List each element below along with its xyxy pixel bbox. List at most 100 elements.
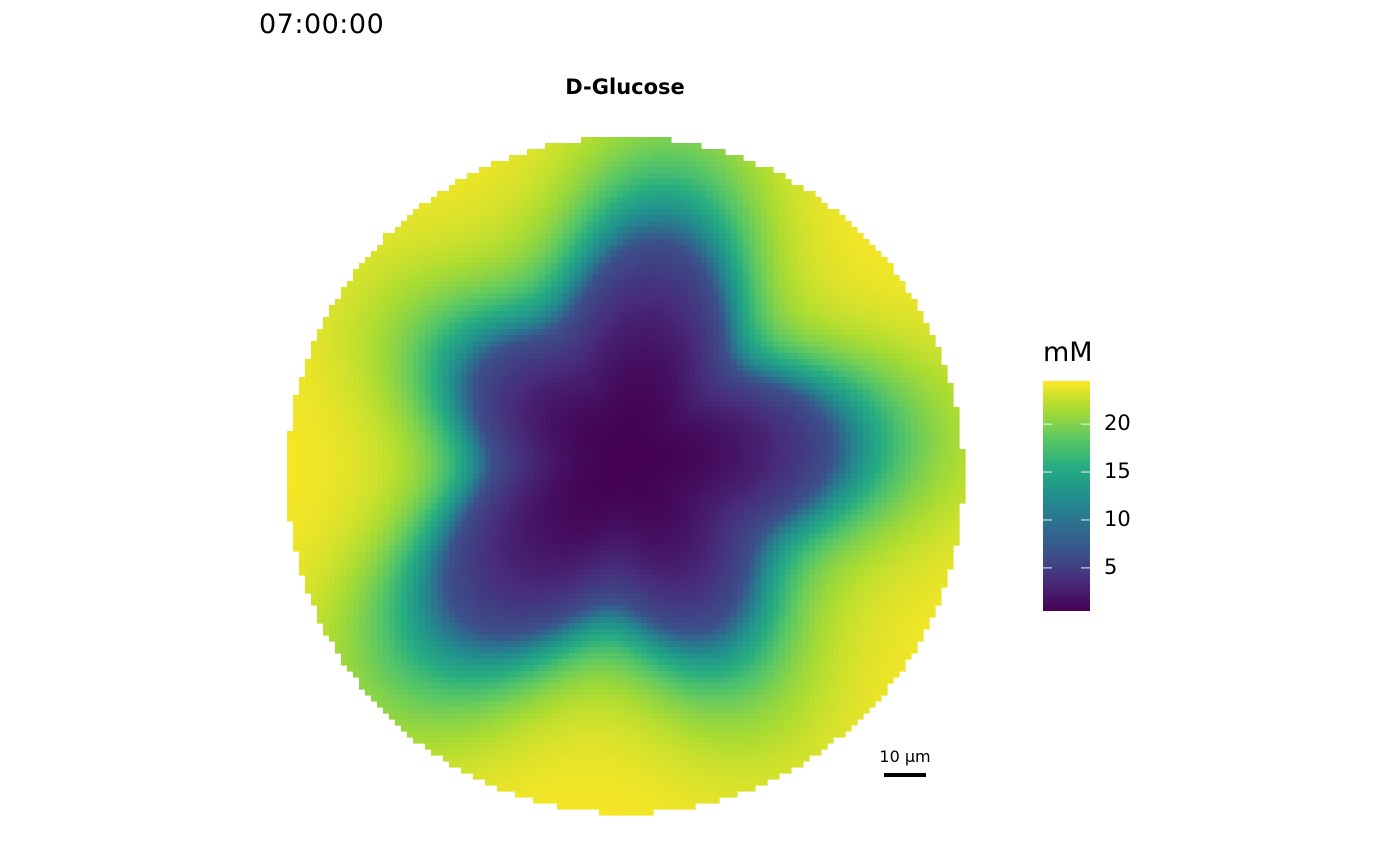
heatmap-cell [503,359,510,366]
heatmap-cell [347,389,354,396]
heatmap-cell [431,227,438,234]
heatmap-cell [587,251,594,258]
heatmap-cell [695,293,702,300]
heatmap-cell [749,215,756,222]
heatmap-cell [581,383,588,390]
heatmap-cell [557,371,564,378]
heatmap-cell [449,275,456,282]
heatmap-cell [617,449,624,456]
heatmap-cell [503,203,510,210]
heatmap-cell [719,191,726,198]
heatmap-cell [767,233,774,240]
heatmap-cell [341,347,348,354]
heatmap-cell [665,455,672,462]
heatmap-cell [593,431,600,438]
heatmap-cell [473,431,480,438]
heatmap-cell [623,281,630,288]
heatmap-cell [605,215,612,222]
heatmap-cell [455,251,462,258]
heatmap-cell [551,347,558,354]
heatmap-cell [827,227,834,234]
heatmap-cell [839,335,846,342]
heatmap-cell [455,443,462,450]
heatmap-cell [437,383,444,390]
heatmap-cell [521,449,528,456]
heatmap-cell [599,143,606,150]
heatmap-cell [719,257,726,264]
heatmap-cell [449,251,456,258]
heatmap-cell [701,185,708,192]
heatmap-cell [527,461,534,468]
heatmap-cell [773,419,780,426]
heatmap-cell [743,377,750,384]
heatmap-cell [887,287,894,294]
heatmap-cell [599,203,606,210]
heatmap-cell [611,299,618,306]
heatmap-cell [929,353,936,360]
heatmap-cell [311,401,318,408]
heatmap-cell [485,329,492,336]
heatmap-cell [347,443,354,450]
heatmap-cell [671,299,678,306]
heatmap-cell [797,293,804,300]
heatmap-cell [581,209,588,216]
heatmap-cell [533,449,540,456]
heatmap-cell [725,437,732,444]
heatmap-cell [761,341,768,348]
heatmap-cell [407,449,414,456]
heatmap-cell [839,215,846,222]
heatmap-cell [659,311,666,318]
heatmap-cell [473,473,480,480]
heatmap-cell [401,311,408,318]
heatmap-cell [779,371,786,378]
heatmap-cell [605,281,612,288]
heatmap-cell [935,347,942,354]
heatmap-cell [371,473,378,480]
heatmap-cell [347,431,354,438]
heatmap-cell [425,473,432,480]
heatmap-cell [623,161,630,168]
heatmap-cell [593,167,600,174]
heatmap-cell [773,305,780,312]
heatmap-cell [839,287,846,294]
heatmap-cell [587,467,594,474]
heatmap-cell [815,239,822,246]
heatmap-cell [773,287,780,294]
heatmap-cell [737,419,744,426]
heatmap-cell [893,383,900,390]
heatmap-cell [353,437,360,444]
heatmap-cell [395,323,402,330]
heatmap-cell [437,281,444,288]
heatmap-cell [863,407,870,414]
heatmap-cell [941,443,948,450]
heatmap-cell [851,281,858,288]
heatmap-cell [851,335,858,342]
heatmap-cell [533,155,540,162]
heatmap-cell [293,437,300,444]
heatmap-cell [407,329,414,336]
heatmap-cell [617,347,624,354]
heatmap-cell [431,407,438,414]
heatmap-cell [287,437,294,444]
heatmap-cell [617,425,624,432]
heatmap-cell [545,293,552,300]
heatmap-cell [425,455,432,462]
heatmap-cell [893,413,900,420]
heatmap-cell [347,371,354,378]
heatmap-cell [401,395,408,402]
heatmap-cell [695,323,702,330]
heatmap-cell [467,239,474,246]
heatmap-cell [359,317,366,324]
heatmap-cell [875,401,882,408]
heatmap-cell [863,461,870,468]
heatmap-cell [761,461,768,468]
heatmap-cell [809,269,816,276]
heatmap-cell [917,377,924,384]
heatmap-cell [689,155,696,162]
heatmap-cell [557,449,564,456]
heatmap-cell [797,323,804,330]
heatmap-cell [917,389,924,396]
heatmap-cell [929,395,936,402]
heatmap-cell [737,359,744,366]
heatmap-cell [923,443,930,450]
